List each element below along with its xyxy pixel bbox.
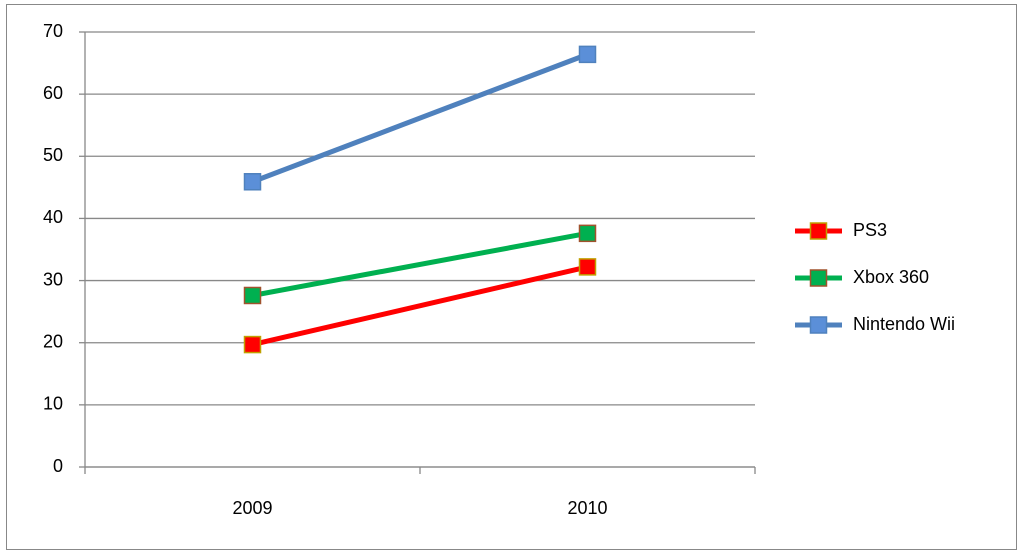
data-point <box>243 335 262 354</box>
x-tick-label: 2010 <box>567 498 607 518</box>
series-line <box>251 264 589 348</box>
data-point <box>578 45 597 64</box>
y-tick-label: 30 <box>43 269 63 289</box>
legend-marker <box>809 269 828 287</box>
y-tick-label: 10 <box>43 394 63 414</box>
y-tick-label: 40 <box>43 207 63 227</box>
data-point <box>243 173 262 191</box>
legend-marker <box>809 316 828 334</box>
legend-label: Nintendo Wii <box>853 314 955 334</box>
series-line <box>251 52 589 185</box>
y-tick-label: 20 <box>43 331 63 351</box>
y-tick-label: 0 <box>53 456 63 476</box>
y-tick-label: 50 <box>43 145 63 165</box>
data-point <box>578 258 597 276</box>
chart-border <box>6 4 1017 550</box>
y-tick-label: 60 <box>43 83 63 103</box>
legend-label: Xbox 360 <box>853 267 929 287</box>
x-tick-label: 2009 <box>232 498 272 518</box>
data-point <box>578 224 597 243</box>
legend-label: PS3 <box>853 220 887 240</box>
legend-marker <box>809 222 828 240</box>
data-point <box>243 286 262 305</box>
y-tick-label: 70 <box>43 21 63 41</box>
series-line <box>252 230 588 298</box>
